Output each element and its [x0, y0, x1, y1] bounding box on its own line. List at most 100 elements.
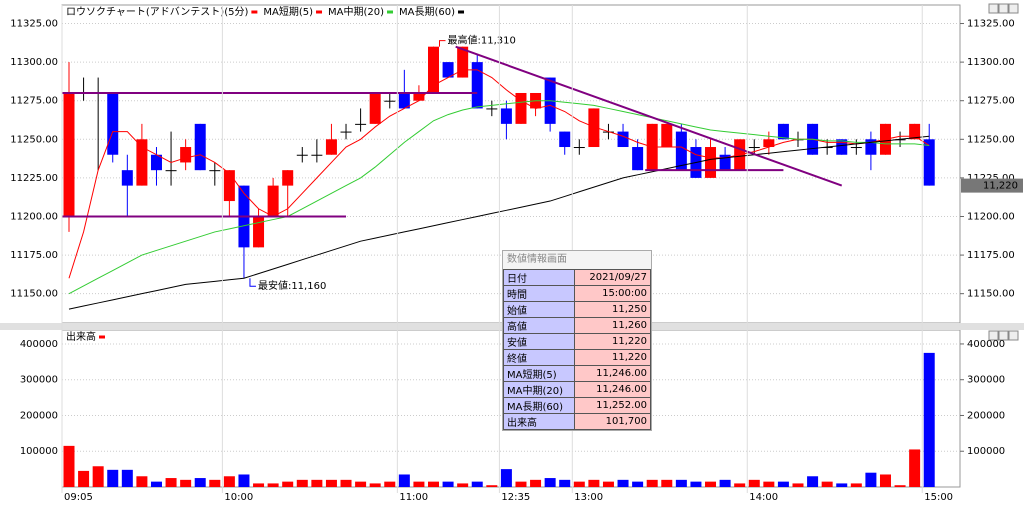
volume-bar	[719, 479, 731, 487]
candle-body	[777, 123, 789, 140]
x-tick-label: 11:00	[399, 492, 428, 503]
info-row: MA中期(20) 11,246.00	[503, 381, 651, 398]
candle-body	[165, 170, 177, 172]
candle-body	[486, 108, 498, 110]
candle-body	[355, 123, 367, 125]
candle-body	[413, 92, 425, 101]
x-tick-label: 10:00	[224, 492, 253, 503]
info-row: 高値 11,260	[503, 317, 651, 334]
x-tick-label: 15:00	[924, 492, 953, 503]
y-tick-label: 300000	[20, 375, 58, 386]
candle-body	[428, 46, 439, 93]
volume-bar	[836, 483, 848, 487]
volume-bar	[325, 479, 337, 487]
y-tick-label: 11200.00	[10, 211, 58, 222]
volume-bar	[865, 472, 877, 487]
candle-body	[675, 131, 687, 171]
candle-body	[923, 139, 935, 186]
volume-bar	[194, 478, 206, 487]
info-row: 始値 11,250	[503, 301, 651, 318]
y-tick-label-right: 200000	[967, 410, 1005, 421]
y-tick-label-right: 100000	[967, 446, 1005, 457]
annotation-arrow	[249, 278, 256, 287]
candle-body	[850, 147, 862, 149]
window-buttons[interactable]	[988, 3, 1019, 341]
legend-swatch	[99, 335, 105, 339]
volume-bar	[78, 470, 90, 487]
candle-body	[253, 216, 265, 248]
info-key: MA長期(60)	[503, 397, 575, 414]
y-tick-label-right: 11200.00	[967, 211, 1015, 222]
volume-bar	[544, 478, 556, 487]
volume-bar	[107, 469, 119, 487]
legend-label: ロウソクチャート(アドバンテスト)(5分)	[66, 6, 248, 18]
volume-bar	[748, 479, 760, 487]
candle-body	[325, 139, 337, 155]
legend-swatch	[458, 10, 465, 14]
candle-body	[515, 92, 527, 124]
info-value: 11,246.00	[574, 381, 651, 398]
candle-body	[63, 92, 75, 217]
candle-body	[763, 139, 775, 148]
candle-body	[865, 139, 877, 155]
y-tick-label-right: 11175.00	[967, 250, 1015, 261]
info-key: 日付	[503, 269, 575, 286]
volume-bar	[442, 481, 454, 487]
candle-body	[121, 170, 133, 186]
info-key: 時間	[503, 285, 575, 302]
info-row: 日付 2021/09/27	[503, 269, 651, 286]
volume-bar	[530, 479, 542, 487]
legend-swatch	[387, 10, 394, 14]
volume-bar	[617, 479, 629, 487]
info-value: 11,246.00	[574, 365, 651, 382]
volume-bar	[675, 479, 687, 487]
y-tick-label: 100000	[20, 446, 58, 457]
y-tick-label: 11250.00	[10, 134, 58, 145]
info-row: 安値 11,220	[503, 333, 651, 350]
candle-body	[457, 46, 469, 78]
x-tick-label: 14:00	[749, 492, 778, 503]
volume-bar	[821, 481, 833, 487]
candle-body	[311, 154, 323, 156]
info-value: 11,250	[574, 301, 651, 318]
info-value: 11,260	[574, 317, 651, 334]
candle-body	[398, 92, 410, 109]
candle-body	[267, 185, 279, 217]
volume-bar	[369, 483, 381, 487]
volume-bar	[559, 479, 571, 487]
volume-bar	[792, 483, 804, 487]
y-tick-label: 400000	[20, 339, 58, 350]
volume-bar	[923, 352, 935, 487]
volume-bar	[646, 479, 658, 487]
volume-bar	[63, 445, 75, 487]
candle-body	[632, 147, 644, 171]
info-row: 終値 11,220	[503, 349, 651, 366]
volume-bar	[253, 483, 265, 487]
volume-bar	[209, 479, 221, 487]
candle-body	[340, 131, 352, 133]
y-tick-label: 11275.00	[10, 96, 58, 107]
info-row: MA短期(5) 11,246.00	[503, 365, 651, 382]
y-tick-label-right: 11275.00	[967, 96, 1015, 107]
info-table: 日付 2021/09/27 時間 15:00:00 始値 11,250 高値 11,260 安値…	[503, 269, 651, 430]
y-tick-label-right: 11250.00	[967, 134, 1015, 145]
y-tick-label: 11300.00	[10, 57, 58, 68]
volume-bar	[471, 481, 483, 487]
volume-bar	[296, 479, 308, 487]
volume-bar	[705, 481, 717, 487]
legend-swatch	[251, 10, 258, 14]
volume-bar	[136, 476, 148, 487]
legend-swatch	[316, 10, 323, 14]
volume-bar	[690, 481, 702, 487]
candle-body	[719, 154, 731, 171]
drawn-line	[455, 45, 843, 187]
info-row: 出来高 101,700	[503, 413, 651, 430]
volume-bar	[894, 485, 906, 487]
volume-bar	[879, 474, 891, 487]
volume-bar	[413, 481, 425, 487]
volume-bar	[850, 483, 862, 487]
candle-body	[748, 147, 760, 149]
price-tag	[961, 178, 1023, 193]
y-tick-label-right: 300000	[967, 375, 1005, 386]
